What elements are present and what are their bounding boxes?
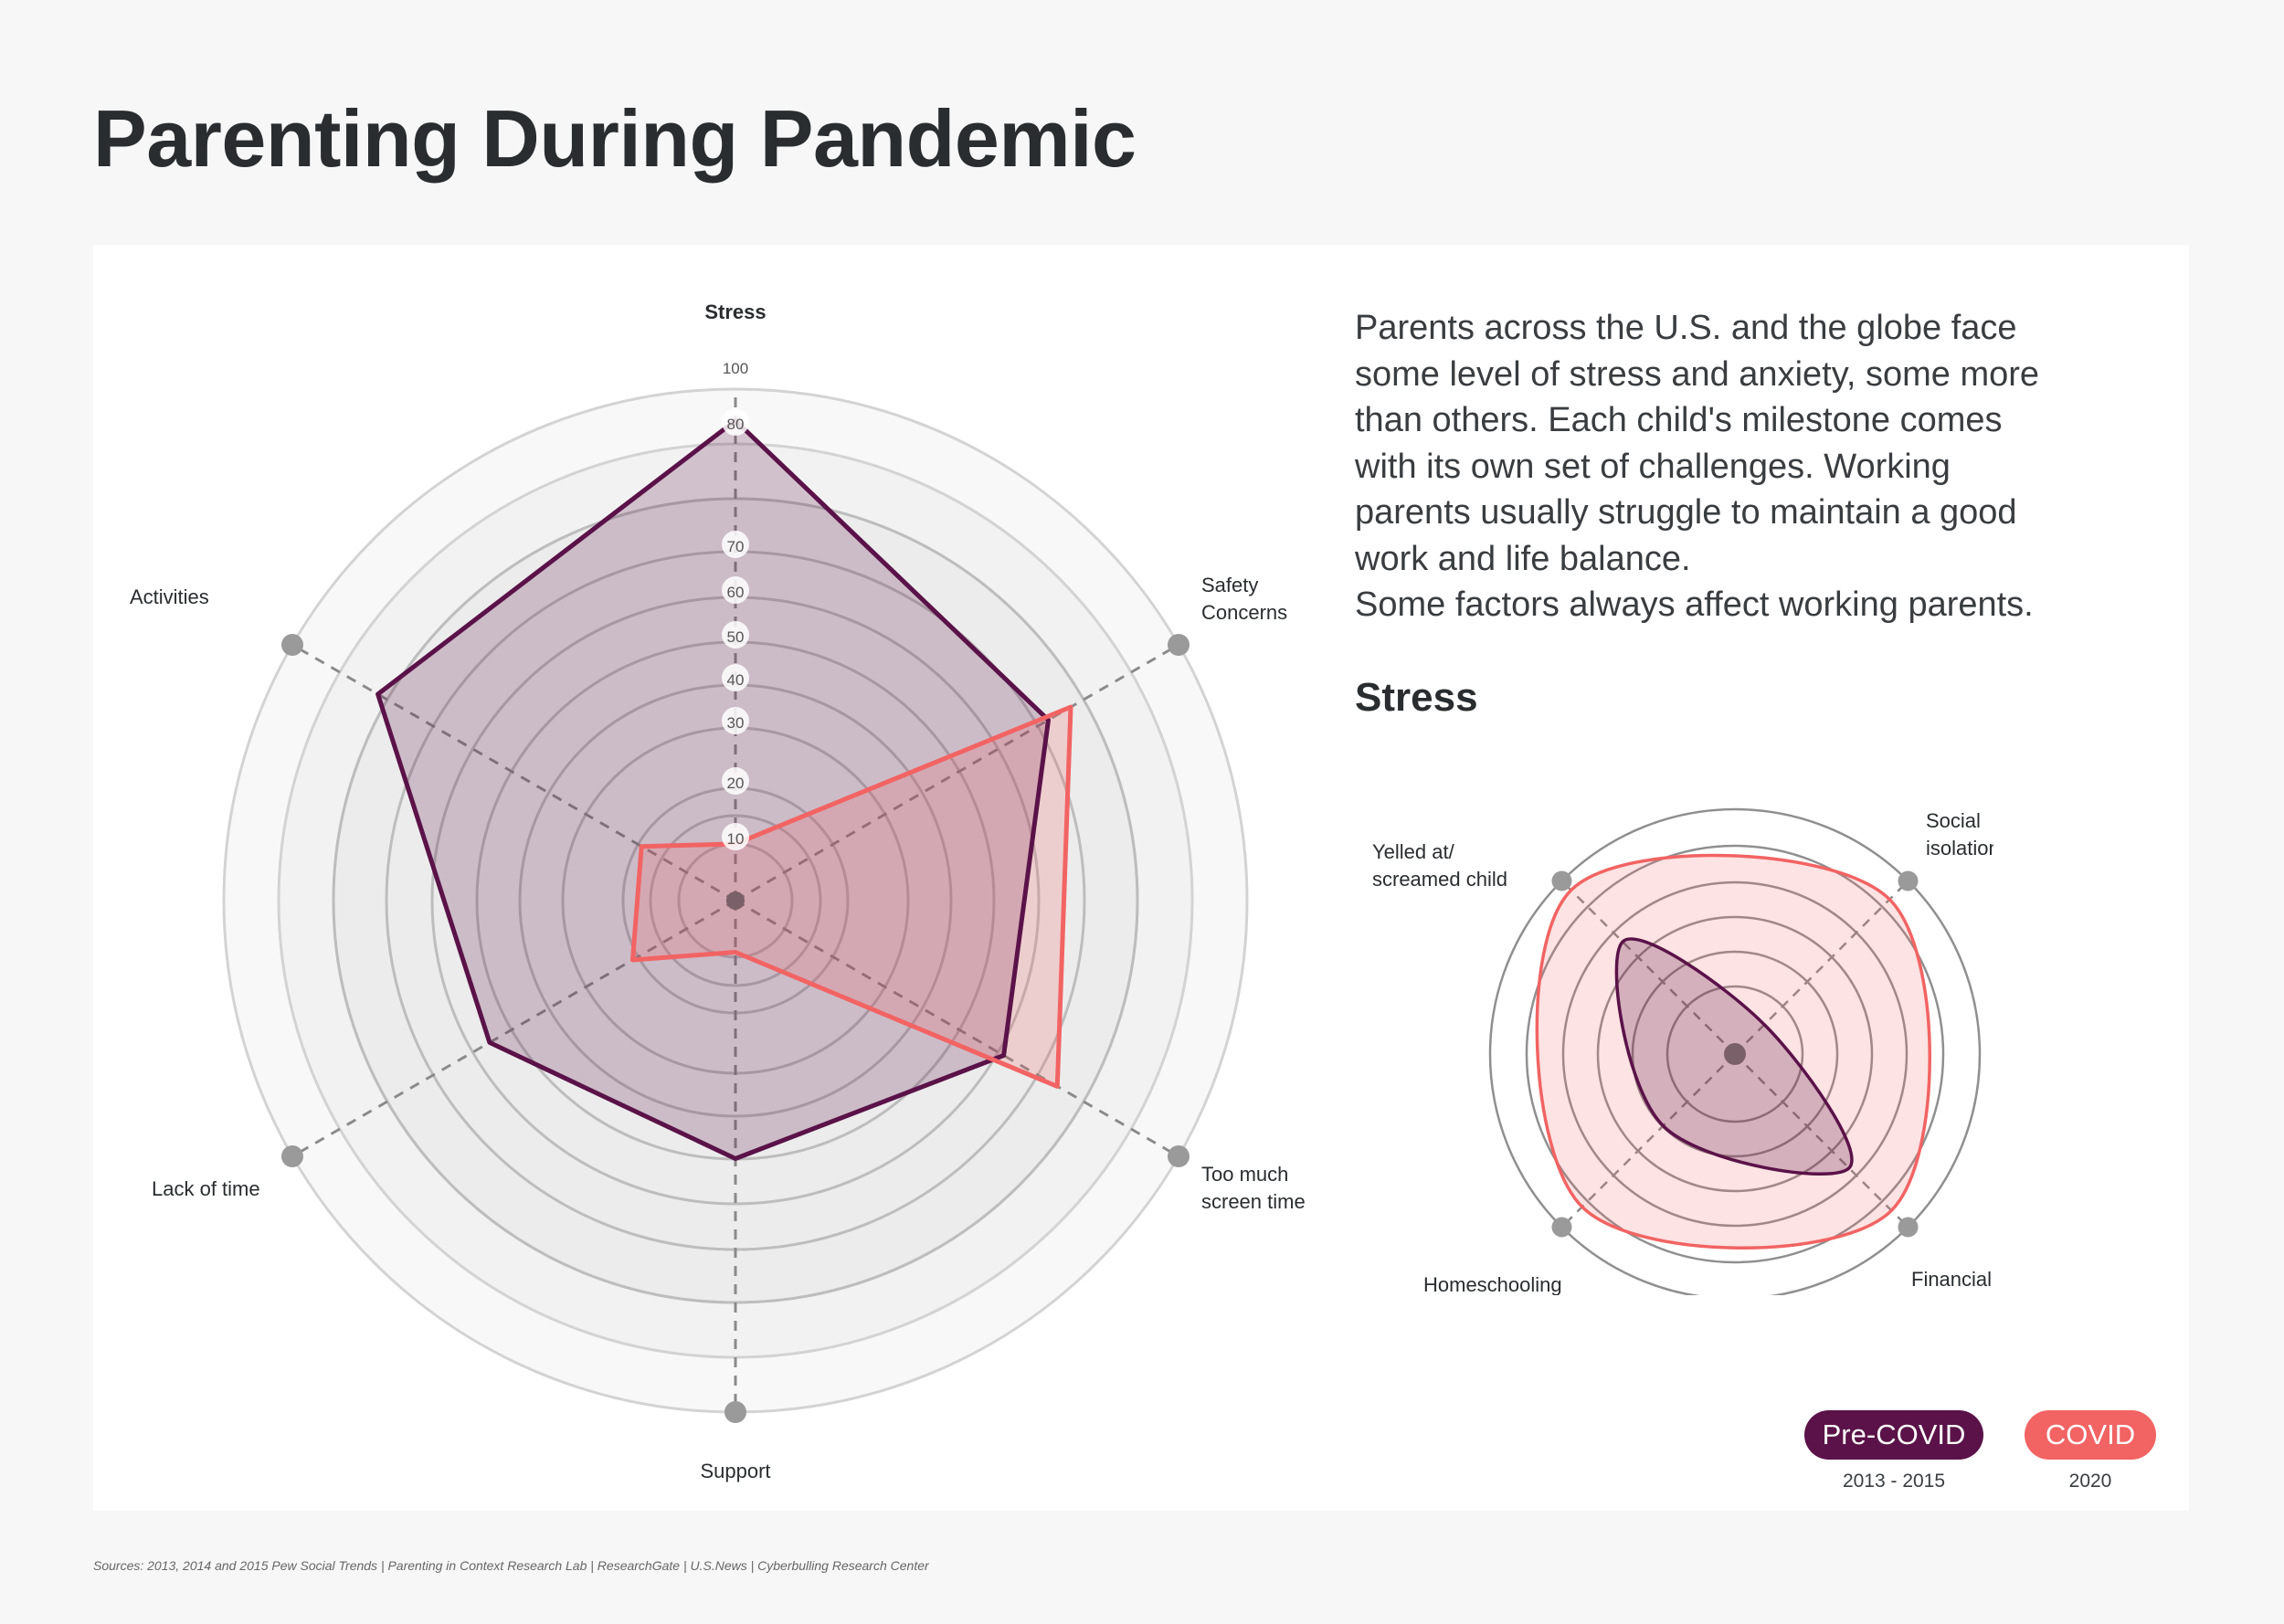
legend-covid: COVID xyxy=(2025,1410,2156,1460)
axis-end-dot xyxy=(1551,870,1572,891)
grid-ring xyxy=(1665,985,1804,1123)
legend-covid-years: 2020 xyxy=(2068,1471,2112,1492)
axis-end-dot xyxy=(281,1145,303,1167)
tick-label: 100 xyxy=(723,360,748,377)
axis-label: Financialconcerns xyxy=(1911,1268,1993,1295)
intro-line: Some factors always affect working paren… xyxy=(1355,585,2034,624)
axis-label: Support xyxy=(700,1460,770,1482)
axis-label-line: Too much xyxy=(1201,1163,1288,1186)
axis-line xyxy=(291,899,736,1158)
tick-label: 60 xyxy=(727,584,745,601)
intro-line: with its own set of challenges. Working xyxy=(1355,447,1951,486)
tick-label: 40 xyxy=(727,671,745,689)
axis-end-dot xyxy=(281,634,303,656)
grid-ring xyxy=(1488,807,1982,1295)
axis-line xyxy=(1560,1053,1736,1229)
page-title: Parenting During Pandemic xyxy=(93,93,1137,184)
tick-badge xyxy=(722,576,749,604)
intro-line: work and life balance. xyxy=(1355,539,1691,578)
series-area-pre-covid xyxy=(377,420,1049,1159)
grid-ring xyxy=(1596,915,1874,1193)
axis-end-dot xyxy=(1168,634,1190,656)
series-line-covid xyxy=(630,704,1073,1089)
axis-label-line: Stress xyxy=(704,301,766,323)
tick-label: 80 xyxy=(727,416,745,433)
axis-label-line: Activities xyxy=(130,585,209,608)
axis-line xyxy=(735,899,1179,1158)
axis-label-line: Concerns xyxy=(1201,601,1287,624)
intro-line: some level of stress and anxiety, some m… xyxy=(1355,354,2040,394)
tick-label: 50 xyxy=(727,628,745,646)
main-radar-chart: 10 20 30 40 50 60 70 80 100 Stress Safety Concerns T… xyxy=(130,301,1306,1482)
axis-end-dot xyxy=(1168,1145,1190,1167)
axis-line xyxy=(735,643,1179,902)
axis-label: Safety Concerns xyxy=(1201,574,1287,624)
tick-label: 10 xyxy=(727,830,745,848)
grid-ring xyxy=(1631,950,1839,1158)
grid-ring xyxy=(1561,881,1909,1228)
axis-line xyxy=(1560,880,1736,1055)
intro-line: Parents across the U.S. and the globe fa… xyxy=(1355,309,2017,347)
tick-badge xyxy=(722,767,749,795)
axis-line xyxy=(1734,1053,1909,1229)
tick-badge xyxy=(722,531,749,558)
axis-end-dot xyxy=(1551,1217,1572,1238)
grid-ring xyxy=(1525,844,1945,1264)
intro-text: Parents across the U.S. and the globe fa… xyxy=(1355,305,2159,628)
axis-label: Homeschooling xyxy=(1423,1273,1562,1295)
tick-badge xyxy=(722,707,749,734)
axis-label: Stress xyxy=(704,301,766,323)
axis-label: Activities xyxy=(130,585,209,608)
axis-end-dot xyxy=(1898,1217,1919,1238)
axis-label-line: Homeschooling xyxy=(1423,1273,1562,1295)
axis-label-line: Lack of time xyxy=(152,1177,260,1200)
tick-label: 20 xyxy=(727,775,745,792)
axis-label-line: Yelled at/ xyxy=(1372,840,1455,863)
tick-badge xyxy=(722,353,749,380)
axis-label-line: screen time xyxy=(1201,1190,1306,1213)
axis-end-dot xyxy=(1898,870,1919,891)
tick-badge xyxy=(722,621,749,649)
axis-label-line: Support xyxy=(700,1460,770,1482)
axis-label-line: Social xyxy=(1926,809,1981,832)
legend-pre-covid: Pre-COVID xyxy=(1804,1410,1983,1460)
stress-heading: Stress xyxy=(1355,675,1478,720)
tick-label: 70 xyxy=(727,538,745,555)
axis-label: Social isolation xyxy=(1926,809,1993,859)
axis-label-line: isolation xyxy=(1926,837,1993,859)
axis-label-line: Financial xyxy=(1911,1268,1992,1291)
axis-label-line: screamed child xyxy=(1372,868,1507,891)
axis-label: Too much screen time xyxy=(1201,1163,1306,1213)
sources-note: Sources: 2013, 2014 and 2015 Pew Social … xyxy=(93,1558,929,1573)
tick-badge xyxy=(722,408,749,436)
axis-label: Yelled at/screamed child xyxy=(1372,840,1507,891)
axis-line xyxy=(291,643,736,902)
intro-line: parents usually struggle to maintain a g… xyxy=(1355,493,2017,532)
tick-badge xyxy=(722,664,749,691)
axis-label-line: Safety xyxy=(1201,574,1258,596)
chart-panel: 10 20 30 40 50 60 70 80 100 Stress Safety Concerns T… xyxy=(93,245,2189,1511)
stress-radar-chart: Social isolation Financialconcerns Homescho… xyxy=(1372,807,1993,1295)
grid-ring xyxy=(649,814,822,987)
center-dot xyxy=(726,891,745,910)
intro-line: than others. Each child's milestone come… xyxy=(1355,401,2003,439)
tick-label: 30 xyxy=(727,714,745,732)
series-line-pre-covid xyxy=(375,418,1051,1161)
tick-badge xyxy=(722,823,749,850)
legend-pre-covid-years: 2013 - 2015 xyxy=(1842,1471,1946,1492)
axis-end-dot xyxy=(724,1401,746,1423)
center-dot xyxy=(1724,1043,1746,1065)
series-area-covid xyxy=(632,707,1071,1087)
axis-label: Lack of time xyxy=(152,1177,260,1200)
